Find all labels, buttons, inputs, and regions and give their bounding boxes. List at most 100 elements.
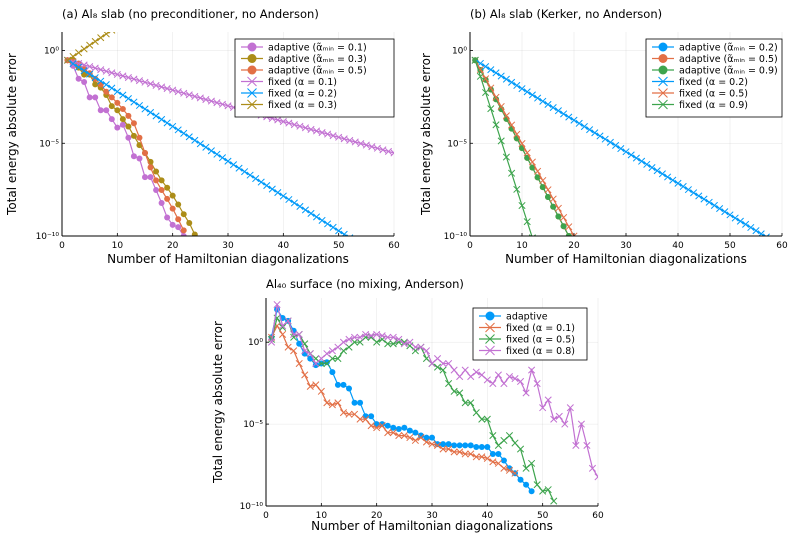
data-point: [669, 176, 677, 184]
data-point: [440, 441, 447, 448]
data-point: [762, 233, 770, 236]
data-point: [511, 375, 519, 383]
data-point: [583, 441, 591, 449]
data-point: [456, 389, 464, 397]
data-point: [174, 126, 182, 134]
y-tick-label: 10⁰: [44, 47, 59, 57]
data-point: [471, 56, 479, 64]
data-point: [274, 188, 282, 197]
data-point: [213, 150, 221, 158]
data-point: [368, 143, 376, 151]
data-point: [560, 110, 568, 118]
legend-label: fixed (α = 0.5): [679, 89, 748, 100]
data-point: [554, 204, 562, 212]
data-point: [528, 366, 536, 374]
data-point: [368, 413, 375, 420]
plot-area: [471, 56, 770, 236]
data-point: [522, 389, 530, 397]
data-point: [511, 469, 519, 477]
data-point: [135, 77, 144, 85]
data-point: [191, 92, 199, 100]
data-point: [130, 153, 137, 160]
x-tick-label: 20: [371, 511, 383, 521]
data-point: [108, 94, 115, 101]
data-point: [124, 73, 132, 82]
data-point: [301, 347, 309, 355]
legend-label: adaptive (α̃ₘᵢₙ = 0.3): [268, 54, 367, 65]
data-point: [86, 41, 94, 49]
data-point: [456, 448, 464, 456]
data-point: [169, 205, 176, 212]
x-tick-label: 30: [222, 241, 234, 251]
data-point: [334, 355, 342, 363]
data-point: [108, 69, 116, 77]
data-point: [340, 135, 348, 143]
data-point: [340, 230, 348, 236]
data-point: [528, 158, 536, 166]
data-point: [534, 174, 541, 181]
legend-marker: [247, 88, 257, 98]
data-point: [517, 476, 524, 483]
data-point: [492, 121, 500, 129]
data-point: [373, 144, 381, 152]
data-point: [346, 136, 354, 144]
data-point: [147, 164, 154, 171]
data-point: [411, 347, 419, 355]
data-point: [601, 135, 609, 143]
legend-label: adaptive (α̃ₘᵢₙ = 0.2): [679, 43, 778, 54]
x-tick-label: 60: [592, 511, 604, 521]
data-point: [307, 209, 315, 217]
x-axis-label: Number of Hamiltonian diagonalizations: [505, 252, 747, 266]
data-point: [561, 420, 569, 428]
x-tick-label: 60: [388, 241, 400, 251]
data-point: [146, 80, 155, 88]
data-point: [544, 100, 552, 108]
legend-marker: [485, 334, 495, 344]
data-point: [97, 34, 105, 42]
data-point: [417, 343, 425, 351]
legend-marker: [658, 99, 668, 110]
legend: adaptive (α̃ₘᵢₙ = 0.2)adaptive (α̃ₘᵢₙ = …: [645, 38, 783, 118]
data-point: [169, 86, 177, 94]
data-point: [125, 123, 132, 130]
data-point: [500, 464, 508, 472]
data-point: [534, 94, 542, 102]
data-point: [700, 195, 708, 203]
data-point: [153, 187, 160, 194]
data-point: [335, 133, 343, 141]
data-point: [433, 441, 442, 449]
data-point: [164, 184, 171, 191]
data-point: [351, 399, 358, 406]
data-point: [142, 174, 148, 181]
data-point: [108, 116, 115, 123]
data-point: [467, 399, 475, 407]
data-point: [373, 330, 381, 338]
legend-label: fixed (α = 0.3): [268, 100, 337, 111]
data-point: [158, 187, 165, 194]
data-point: [91, 37, 99, 46]
data-point: [422, 347, 431, 355]
data-point: [565, 233, 572, 236]
data-point: [296, 122, 304, 130]
data-point: [224, 102, 232, 110]
data-point: [731, 214, 739, 222]
data-point: [482, 63, 490, 71]
data-point: [92, 81, 99, 88]
data-point: [356, 415, 364, 423]
data-point: [570, 232, 578, 236]
data-point: [622, 148, 630, 156]
data-point: [384, 333, 392, 341]
data-point: [478, 415, 486, 423]
data-point: [518, 139, 526, 148]
data-point: [450, 448, 458, 456]
data-point: [175, 224, 182, 231]
x-tick-label: 30: [426, 511, 438, 521]
data-point: [290, 347, 298, 355]
data-point: [429, 434, 435, 441]
data-point: [378, 422, 386, 430]
data-point: [81, 66, 88, 73]
data-point: [500, 379, 508, 388]
data-point: [389, 340, 397, 348]
data-point: [523, 149, 531, 157]
chart-title: (a) Al₈ slab (no preconditioner, no Ande…: [62, 7, 319, 21]
